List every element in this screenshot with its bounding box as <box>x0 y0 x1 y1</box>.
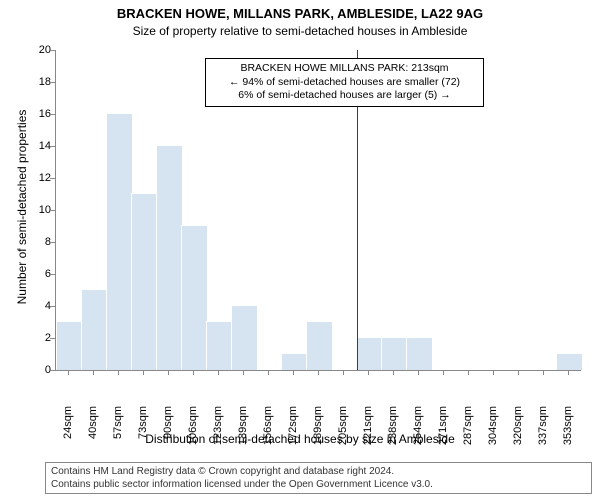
x-tick-mark <box>68 370 69 375</box>
x-axis: 24sqm40sqm57sqm73sqm90sqm106sqm123sqm139… <box>55 370 580 430</box>
histogram-bar <box>131 193 158 370</box>
x-tick-mark <box>343 370 344 375</box>
annotation-line-1: BRACKEN HOWE MILLANS PARK: 213sqm <box>212 62 477 76</box>
histogram-bar <box>406 337 433 370</box>
histogram-bar <box>56 321 83 370</box>
histogram-bar <box>231 305 258 370</box>
y-tick-label: 0 <box>4 364 51 376</box>
x-tick-mark <box>168 370 169 375</box>
x-tick-mark <box>243 370 244 375</box>
y-axis-label: Number of semi-detached properties <box>15 57 29 357</box>
x-tick-label: 254sqm <box>412 406 424 456</box>
histogram-bar <box>281 353 308 370</box>
chart-container: { "chart": { "type": "histogram", "title… <box>0 0 600 500</box>
x-tick-mark <box>568 370 569 375</box>
x-tick-label: 287sqm <box>462 406 474 456</box>
x-tick-mark <box>418 370 419 375</box>
x-tick-mark <box>268 370 269 375</box>
y-tick-label: 20 <box>4 44 51 56</box>
x-tick-mark <box>393 370 394 375</box>
x-tick-label: 304sqm <box>487 406 499 456</box>
chart-title: BRACKEN HOWE, MILLANS PARK, AMBLESIDE, L… <box>0 6 600 21</box>
x-tick-label: 205sqm <box>337 406 349 456</box>
histogram-bar <box>356 337 383 370</box>
x-tick-label: 238sqm <box>387 406 399 456</box>
x-tick-mark <box>468 370 469 375</box>
annotation-box: BRACKEN HOWE MILLANS PARK: 213sqm ← 94% … <box>205 58 484 107</box>
x-tick-label: 172sqm <box>287 406 299 456</box>
annotation-line-3: 6% of semi-detached houses are larger (5… <box>212 89 477 103</box>
x-tick-label: 106sqm <box>187 406 199 456</box>
x-tick-label: 337sqm <box>537 406 549 456</box>
footer-text: Contains HM Land Registry data © Crown c… <box>51 465 433 491</box>
x-tick-mark <box>443 370 444 375</box>
histogram-bar <box>156 145 183 370</box>
x-tick-mark <box>318 370 319 375</box>
footer-line-2: Contains public sector information licen… <box>51 478 433 491</box>
histogram-bar <box>306 321 333 370</box>
histogram-bar <box>556 353 583 370</box>
histogram-bar <box>206 321 233 370</box>
x-tick-label: 189sqm <box>312 406 324 456</box>
x-tick-label: 320sqm <box>512 406 524 456</box>
x-tick-label: 221sqm <box>362 406 374 456</box>
x-tick-mark <box>93 370 94 375</box>
histogram-bar <box>106 113 133 370</box>
x-tick-mark <box>493 370 494 375</box>
x-tick-label: 40sqm <box>87 406 99 456</box>
annotation-line-2: ← 94% of semi-detached houses are smalle… <box>212 76 477 90</box>
x-tick-label: 57sqm <box>112 406 124 456</box>
x-tick-mark <box>368 370 369 375</box>
x-axis-label: Distribution of semi-detached houses by … <box>0 432 600 446</box>
x-tick-label: 271sqm <box>437 406 449 456</box>
x-tick-label: 73sqm <box>137 406 149 456</box>
histogram-bar <box>381 337 408 370</box>
x-tick-mark <box>193 370 194 375</box>
histogram-bar <box>181 225 208 370</box>
x-tick-mark <box>518 370 519 375</box>
chart-subtitle: Size of property relative to semi-detach… <box>0 24 600 38</box>
x-tick-mark <box>543 370 544 375</box>
histogram-bar <box>81 289 108 370</box>
x-tick-mark <box>118 370 119 375</box>
x-tick-mark <box>218 370 219 375</box>
x-tick-mark <box>143 370 144 375</box>
x-tick-label: 123sqm <box>212 406 224 456</box>
footer-line-1: Contains HM Land Registry data © Crown c… <box>51 465 433 478</box>
x-tick-label: 24sqm <box>62 406 74 456</box>
x-tick-label: 156sqm <box>262 406 274 456</box>
x-tick-label: 90sqm <box>162 406 174 456</box>
x-tick-label: 353sqm <box>562 406 574 456</box>
x-tick-mark <box>293 370 294 375</box>
x-tick-label: 139sqm <box>237 406 249 456</box>
